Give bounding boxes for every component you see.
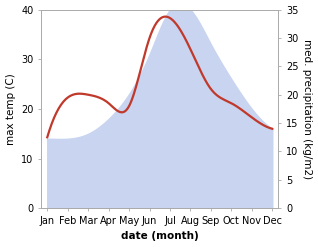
Y-axis label: med. precipitation (kg/m2): med. precipitation (kg/m2) <box>302 39 313 179</box>
X-axis label: date (month): date (month) <box>121 231 199 242</box>
Y-axis label: max temp (C): max temp (C) <box>5 73 16 145</box>
